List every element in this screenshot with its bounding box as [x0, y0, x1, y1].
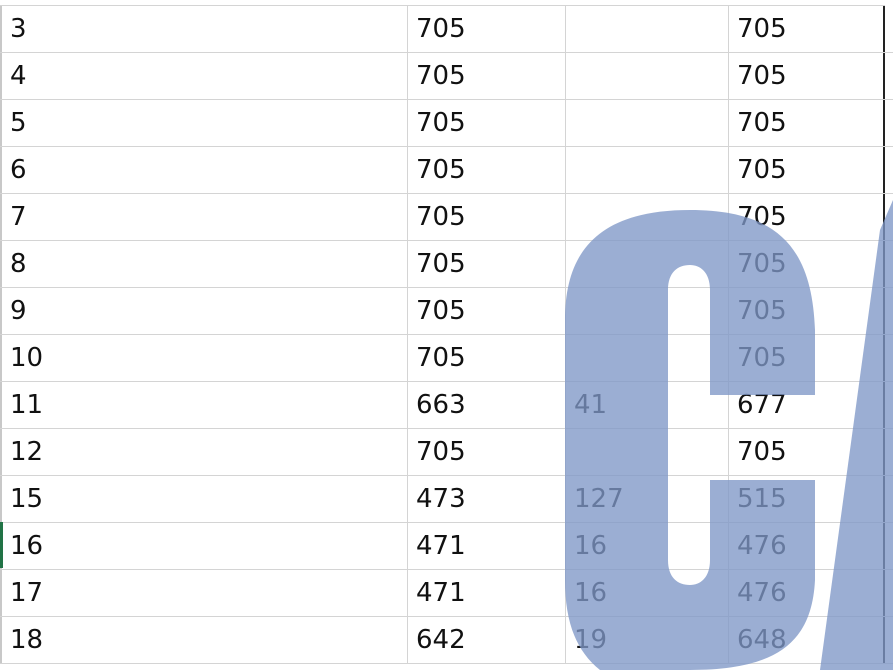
- cell-col-0[interactable]: 7: [0, 194, 408, 240]
- table-row: 4 705 705: [0, 53, 893, 100]
- cell-col-2[interactable]: [566, 288, 729, 334]
- cell-col-1[interactable]: 705: [408, 147, 566, 193]
- table-row: 3 705 705: [0, 6, 893, 53]
- cell-col-3[interactable]: 705: [729, 53, 885, 99]
- cell-col-3[interactable]: 705: [729, 429, 885, 475]
- cell-col-0[interactable]: 18: [0, 617, 408, 663]
- cell-col-0[interactable]: 8: [0, 241, 408, 287]
- cell-col-2[interactable]: 127: [566, 476, 729, 522]
- cell-col-2[interactable]: [566, 429, 729, 475]
- cell-col-1[interactable]: 471: [408, 570, 566, 616]
- cell-col-3[interactable]: 705: [729, 194, 885, 240]
- cell-col-2[interactable]: [566, 6, 729, 52]
- cell-col-1[interactable]: 642: [408, 617, 566, 663]
- cell-col-3[interactable]: 705: [729, 147, 885, 193]
- cell-col-1[interactable]: 705: [408, 194, 566, 240]
- cell-col-2[interactable]: [566, 53, 729, 99]
- cell-col-3[interactable]: 705: [729, 335, 885, 381]
- cell-col-1[interactable]: 705: [408, 335, 566, 381]
- table-row: 5 705 705: [0, 100, 893, 147]
- cell-col-1[interactable]: 705: [408, 100, 566, 146]
- cell-col-3[interactable]: 705: [729, 288, 885, 334]
- table-row: 15 473 127 515: [0, 476, 893, 523]
- table-row: 6 705 705: [0, 147, 893, 194]
- cell-col-2[interactable]: [566, 100, 729, 146]
- cell-col-0[interactable]: 11: [0, 382, 408, 428]
- table-row: 18 642 19 648: [0, 617, 893, 664]
- cell-col-1[interactable]: 473: [408, 476, 566, 522]
- cell-col-2[interactable]: [566, 241, 729, 287]
- cell-col-0[interactable]: 9: [0, 288, 408, 334]
- cell-col-3[interactable]: 648: [729, 617, 885, 663]
- cell-col-2[interactable]: 16: [566, 570, 729, 616]
- table-row: 7 705 705: [0, 194, 893, 241]
- cell-col-0[interactable]: 17: [0, 570, 408, 616]
- table-row: 11 663 41 677: [0, 382, 893, 429]
- cell-col-0[interactable]: 12: [0, 429, 408, 475]
- cell-col-3[interactable]: 515: [729, 476, 885, 522]
- cell-col-0[interactable]: 6: [0, 147, 408, 193]
- cell-col-3[interactable]: 476: [729, 523, 885, 569]
- table-row: 17 471 16 476: [0, 570, 893, 617]
- cell-col-2[interactable]: [566, 147, 729, 193]
- cell-col-0[interactable]: 16: [0, 523, 408, 569]
- cell-col-2[interactable]: 41: [566, 382, 729, 428]
- cell-col-2[interactable]: [566, 335, 729, 381]
- active-row-indicator: [0, 522, 3, 568]
- table-row: 8 705 705: [0, 241, 893, 288]
- cell-col-0[interactable]: 10: [0, 335, 408, 381]
- cell-col-2[interactable]: [566, 194, 729, 240]
- cell-col-1[interactable]: 705: [408, 6, 566, 52]
- cell-col-0[interactable]: 4: [0, 53, 408, 99]
- cell-col-2[interactable]: 19: [566, 617, 729, 663]
- table-row: 16 471 16 476: [0, 523, 893, 570]
- cell-col-0[interactable]: 15: [0, 476, 408, 522]
- table-row: 10 705 705: [0, 335, 893, 382]
- cell-col-1[interactable]: 705: [408, 53, 566, 99]
- cell-col-1[interactable]: 705: [408, 288, 566, 334]
- cell-col-2[interactable]: 16: [566, 523, 729, 569]
- table-row: 9 705 705: [0, 288, 893, 335]
- cell-col-3[interactable]: 705: [729, 6, 885, 52]
- grid-top-border: [0, 5, 885, 6]
- table-row: 12 705 705: [0, 429, 893, 476]
- cell-col-1[interactable]: 471: [408, 523, 566, 569]
- cell-col-0[interactable]: 3: [0, 6, 408, 52]
- cell-col-1[interactable]: 663: [408, 382, 566, 428]
- cell-col-3[interactable]: 705: [729, 100, 885, 146]
- cell-col-1[interactable]: 705: [408, 429, 566, 475]
- cell-col-3[interactable]: 677: [729, 382, 885, 428]
- cell-col-3[interactable]: 476: [729, 570, 885, 616]
- cell-col-3[interactable]: 705: [729, 241, 885, 287]
- cell-col-0[interactable]: 5: [0, 100, 408, 146]
- cell-col-1[interactable]: 705: [408, 241, 566, 287]
